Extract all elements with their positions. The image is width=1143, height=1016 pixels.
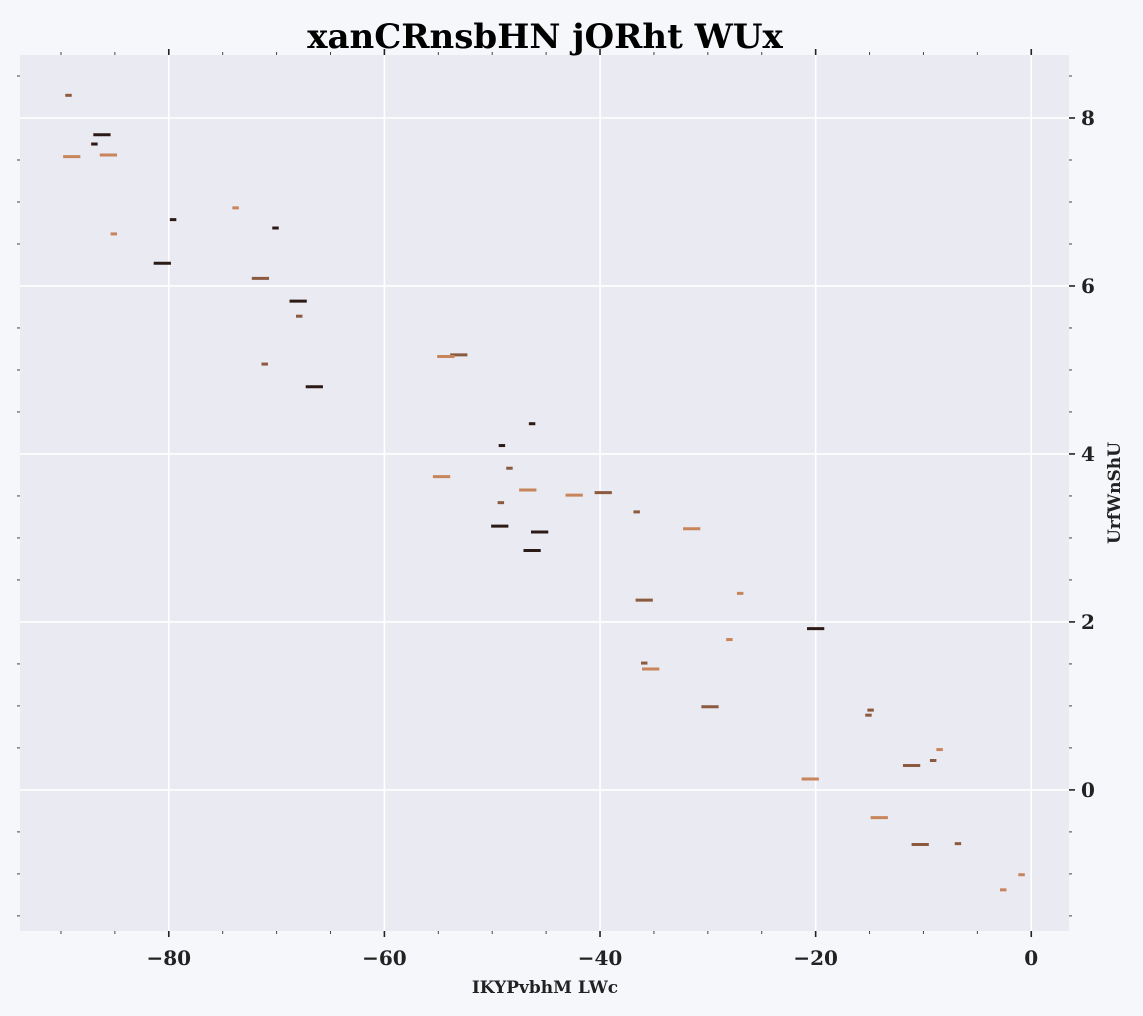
y-tick-label: 2 — [1081, 610, 1095, 634]
y-tick-label: 6 — [1081, 274, 1095, 298]
y-axis-label: UrfWnShU — [1105, 442, 1125, 544]
x-tick-label: −40 — [578, 946, 623, 970]
x-tick-label: −20 — [793, 946, 838, 970]
grid-lines — [20, 55, 1069, 931]
x-axis-label: IKYPvbhM LWc — [472, 978, 618, 998]
x-axis-ticks: −80 −60 −40 −20 0 — [60, 49, 1038, 970]
x-tick-label: 0 — [1024, 946, 1038, 970]
y-tick-label: 0 — [1081, 778, 1095, 802]
plot-area — [20, 55, 1069, 931]
x-tick-label: −60 — [362, 946, 407, 970]
chart-title: xanCRnsbHN jORht WUx — [307, 17, 783, 57]
y-axis-ticks: 0 2 4 6 8 — [17, 75, 1095, 917]
data-points — [63, 93, 1025, 892]
y-tick-label: 4 — [1081, 442, 1095, 466]
x-tick-label: −80 — [146, 946, 191, 970]
y-tick-label: 8 — [1081, 106, 1095, 130]
